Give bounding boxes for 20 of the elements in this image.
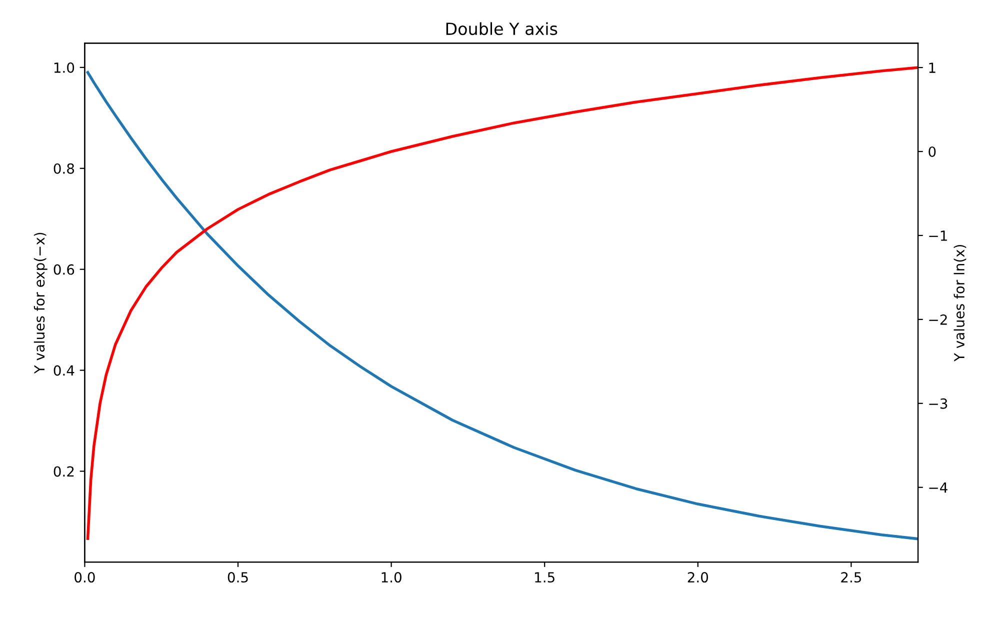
x-tick-label: 2.0 bbox=[688, 572, 708, 583]
y-tick-label: 1.0 bbox=[54, 62, 74, 73]
y-tick-label: 0.2 bbox=[54, 466, 74, 477]
x-tick-label: 0.5 bbox=[228, 572, 248, 583]
y2-tick-label: −4 bbox=[929, 482, 948, 493]
x-tick-label: 0.0 bbox=[74, 572, 95, 583]
y-axis-title: Y values for exp(−x) bbox=[34, 232, 48, 374]
y2-tick-label: −3 bbox=[929, 398, 948, 409]
y-tick-label: 0.6 bbox=[54, 264, 74, 275]
y2-tick-label: −1 bbox=[929, 230, 947, 241]
chart-title: Double Y axis bbox=[446, 22, 558, 36]
y2-tick-label: 0 bbox=[928, 146, 936, 157]
x-tick-label: 1.0 bbox=[382, 572, 402, 583]
y2-tick-label: 1 bbox=[929, 62, 936, 73]
y-tick-label: 0.8 bbox=[54, 163, 74, 174]
y2-axis-title: Y values for ln(x) bbox=[954, 244, 966, 362]
y2-tick-label: −2 bbox=[929, 314, 947, 325]
y-tick-label: 0.4 bbox=[54, 365, 74, 376]
x-tick-label: 1.5 bbox=[535, 572, 554, 583]
x-tick-label: 2.5 bbox=[841, 572, 862, 583]
